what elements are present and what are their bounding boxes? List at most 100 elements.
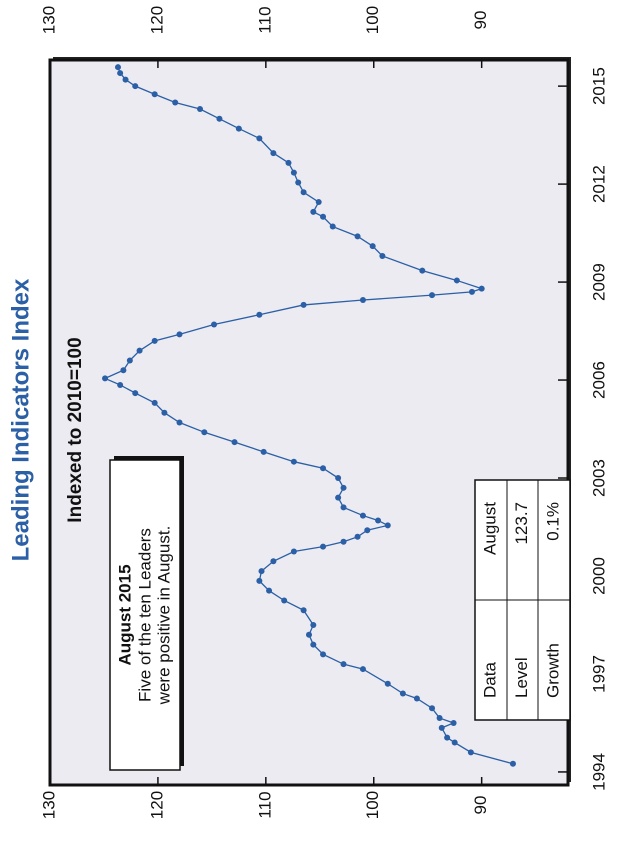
- data-point: [436, 715, 443, 722]
- data-point: [384, 680, 391, 687]
- data-point: [310, 208, 317, 215]
- data-point: [300, 301, 307, 308]
- data-point: [235, 125, 242, 132]
- data-point: [290, 458, 297, 465]
- data-point: [270, 150, 277, 157]
- data-point: [444, 734, 451, 741]
- x-tick-label: 2000: [589, 557, 608, 595]
- data-point: [453, 277, 460, 284]
- table-cell: Growth: [543, 643, 562, 698]
- y-tick-label: 120: [147, 791, 166, 819]
- data-point: [359, 666, 366, 673]
- data-point: [399, 690, 406, 697]
- data-point: [310, 641, 317, 648]
- data-point: [429, 705, 436, 712]
- note-line: Five of the ten Leaders: [135, 528, 154, 702]
- data-point: [201, 429, 208, 436]
- y2-tick-label: 130: [39, 6, 58, 34]
- table-cell: 123.7: [512, 502, 531, 545]
- data-point: [335, 475, 342, 482]
- data-point: [429, 292, 436, 299]
- chart-title: Leading Indicators Index: [7, 278, 34, 561]
- table-cell: Data: [480, 662, 499, 698]
- data-point: [281, 597, 288, 604]
- y-tick-label: 100: [363, 791, 382, 819]
- data-point: [320, 465, 327, 472]
- data-point: [117, 70, 124, 77]
- data-point: [172, 99, 179, 106]
- data-point: [320, 651, 327, 658]
- data-point: [151, 337, 158, 344]
- data-point: [132, 390, 139, 397]
- data-point: [216, 115, 223, 122]
- note-title: August 2015: [115, 564, 134, 665]
- data-point: [478, 285, 485, 292]
- data-point: [340, 661, 347, 668]
- data-point: [290, 548, 297, 555]
- data-point: [320, 213, 327, 220]
- data-point: [509, 760, 516, 767]
- data-point: [270, 558, 277, 565]
- data-point: [256, 311, 263, 318]
- data-point: [132, 83, 139, 90]
- data-point: [114, 64, 121, 71]
- data-point: [266, 587, 273, 594]
- x-tick-label: 2012: [589, 165, 608, 203]
- series-line: [103, 66, 514, 765]
- data-point: [300, 607, 307, 614]
- chart-subtitle: Indexed to 2010=100: [65, 337, 86, 522]
- data-point: [359, 512, 366, 519]
- data-point: [231, 439, 238, 446]
- table-cell: Level: [512, 657, 531, 698]
- data-point: [340, 538, 347, 545]
- data-point: [354, 533, 361, 540]
- x-tick-label: 2003: [589, 459, 608, 497]
- y2-tick-label: 100: [363, 6, 382, 34]
- data-point: [211, 321, 218, 328]
- data-point: [369, 243, 376, 250]
- x-tick-label: 1997: [589, 655, 608, 693]
- data-point: [375, 517, 382, 524]
- data-point: [467, 749, 474, 756]
- data-point: [102, 375, 109, 382]
- data-point: [340, 504, 347, 511]
- y2-tick-label: 110: [255, 6, 274, 33]
- data-point: [450, 719, 457, 726]
- data-point: [256, 577, 263, 584]
- data-point: [364, 527, 371, 534]
- data-point: [290, 169, 297, 176]
- data-point: [354, 233, 361, 240]
- data-point: [384, 522, 391, 529]
- data-point: [300, 189, 307, 196]
- data-point: [468, 288, 475, 295]
- data-point: [285, 159, 292, 166]
- data-point: [340, 484, 347, 491]
- chart: Leading Indicators Index Indexed to 2010…: [7, 6, 608, 819]
- data-point: [176, 419, 183, 426]
- y2-tick-label: 90: [471, 11, 490, 30]
- data-point: [379, 252, 386, 259]
- data-point: [256, 135, 263, 142]
- data-point: [320, 543, 327, 550]
- data-point: [176, 331, 183, 338]
- data-point: [315, 199, 322, 206]
- data-point: [151, 399, 158, 406]
- data-point: [258, 568, 265, 575]
- data-point: [161, 409, 168, 416]
- x-tick-label: 2006: [589, 361, 608, 399]
- y-tick-label: 90: [471, 796, 490, 815]
- x-tick-label: 2009: [589, 263, 608, 301]
- y2-tick-label: 120: [147, 6, 166, 34]
- data-point: [335, 494, 342, 501]
- table-cell: 0.1%: [543, 502, 562, 541]
- data-point: [151, 91, 158, 98]
- data-point: [120, 367, 127, 374]
- data-point: [359, 297, 366, 304]
- y-tick-label: 130: [39, 791, 58, 819]
- data-point: [126, 357, 133, 364]
- y-tick-label: 110: [255, 791, 274, 818]
- data-point: [197, 105, 204, 112]
- x-tick-label: 1994: [589, 753, 608, 791]
- data-point: [260, 448, 267, 455]
- data-point: [419, 267, 426, 274]
